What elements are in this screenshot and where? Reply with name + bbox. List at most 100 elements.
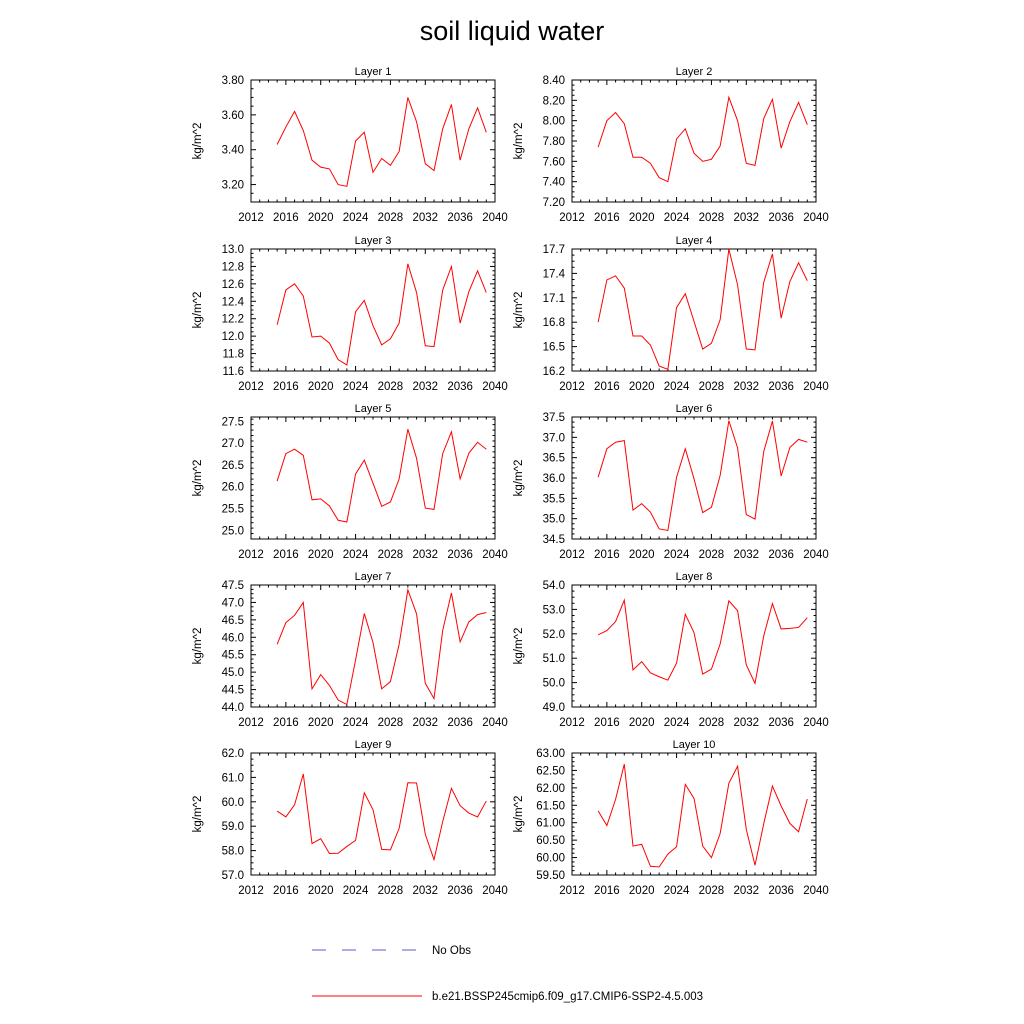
y-tick-label: 7.20 (543, 197, 565, 209)
data-point (693, 321, 694, 322)
data-point (364, 300, 365, 301)
panel-title: Layer 3 (355, 235, 392, 247)
data-point (433, 509, 434, 510)
x-tick-label: 2024 (343, 885, 369, 897)
y-axis-label: kg/m^2 (513, 628, 525, 665)
data-point (598, 477, 599, 478)
data-point (399, 828, 400, 829)
data-point (311, 499, 312, 500)
data-point (486, 449, 487, 450)
data-point (364, 792, 365, 793)
data-point (338, 853, 339, 854)
data-point (433, 698, 434, 699)
x-tick-label: 2016 (594, 212, 620, 224)
data-point (772, 99, 773, 100)
data-point (294, 804, 295, 805)
x-tick-label: 2016 (273, 549, 299, 561)
data-point (407, 263, 408, 264)
data-point (676, 477, 677, 478)
data-point (685, 293, 686, 294)
data-point (720, 475, 721, 476)
x-tick-label: 2020 (308, 212, 334, 224)
data-point (442, 453, 443, 454)
data-point (346, 521, 347, 522)
data-point (807, 798, 808, 799)
data-point (381, 506, 382, 507)
data-point (632, 510, 633, 511)
data-point (667, 369, 668, 370)
data-point (763, 635, 764, 636)
data-point (451, 266, 452, 267)
y-tick-label: 16.2 (543, 366, 565, 378)
data-point (711, 507, 712, 508)
data-point (311, 688, 312, 689)
data-point (615, 112, 616, 113)
data-point (667, 530, 668, 531)
x-tick-label: 2028 (378, 885, 404, 897)
data-point (355, 311, 356, 312)
data-point (329, 168, 330, 169)
data-point (311, 160, 312, 161)
y-tick-label: 60.50 (536, 835, 565, 847)
data-point (737, 610, 738, 611)
data-point (407, 782, 408, 783)
data-point (277, 810, 278, 811)
x-tick-label: 2028 (699, 381, 725, 393)
data-point (641, 503, 642, 504)
x-tick-label: 2036 (447, 381, 473, 393)
y-tick-label: 35.0 (543, 514, 565, 526)
y-tick-label: 11.6 (222, 366, 244, 378)
x-tick-label: 2028 (378, 549, 404, 561)
plot-frame (571, 248, 817, 372)
data-point (364, 460, 365, 461)
data-point (798, 262, 799, 263)
data-point (702, 673, 703, 674)
y-axis-label: kg/m^2 (192, 123, 204, 160)
data-point (667, 853, 668, 854)
data-point (737, 284, 738, 285)
series-line (276, 429, 487, 523)
data-point (355, 473, 356, 474)
plot-frame (250, 79, 496, 203)
x-tick-label: 2032 (412, 717, 438, 729)
data-point (320, 674, 321, 675)
x-tick-label: 2016 (273, 717, 299, 729)
x-tick-label: 2036 (447, 885, 473, 897)
data-point (294, 615, 295, 616)
data-point (615, 621, 616, 622)
data-point (754, 518, 755, 519)
data-point (728, 600, 729, 601)
data-point (781, 805, 782, 806)
y-axis-label: kg/m^2 (192, 628, 204, 665)
data-point (772, 786, 773, 787)
data-point (650, 672, 651, 673)
y-tick-label: 12.6 (222, 279, 244, 291)
data-point (772, 603, 773, 604)
data-point (460, 478, 461, 479)
data-point (615, 275, 616, 276)
data-point (798, 627, 799, 628)
data-point (442, 630, 443, 631)
y-tick-label: 45.0 (222, 667, 244, 679)
x-tick-label: 2032 (733, 885, 759, 897)
data-point (285, 453, 286, 454)
data-point (606, 448, 607, 449)
data-point (746, 514, 747, 515)
panel-title: Layer 4 (676, 235, 713, 247)
data-point (807, 442, 808, 443)
data-point (390, 849, 391, 850)
x-tick-label: 2032 (733, 549, 759, 561)
data-point (737, 766, 738, 767)
data-point (285, 622, 286, 623)
y-tick-label: 54.0 (543, 580, 565, 592)
data-point (329, 685, 330, 686)
data-point (676, 307, 677, 308)
data-point (702, 512, 703, 513)
data-point (624, 123, 625, 124)
data-point (650, 866, 651, 867)
panel-title: Layer 7 (355, 571, 392, 583)
x-tick-label: 2012 (559, 717, 585, 729)
y-tick-label: 17.1 (543, 293, 565, 305)
data-point (650, 512, 651, 513)
data-point (407, 589, 408, 590)
